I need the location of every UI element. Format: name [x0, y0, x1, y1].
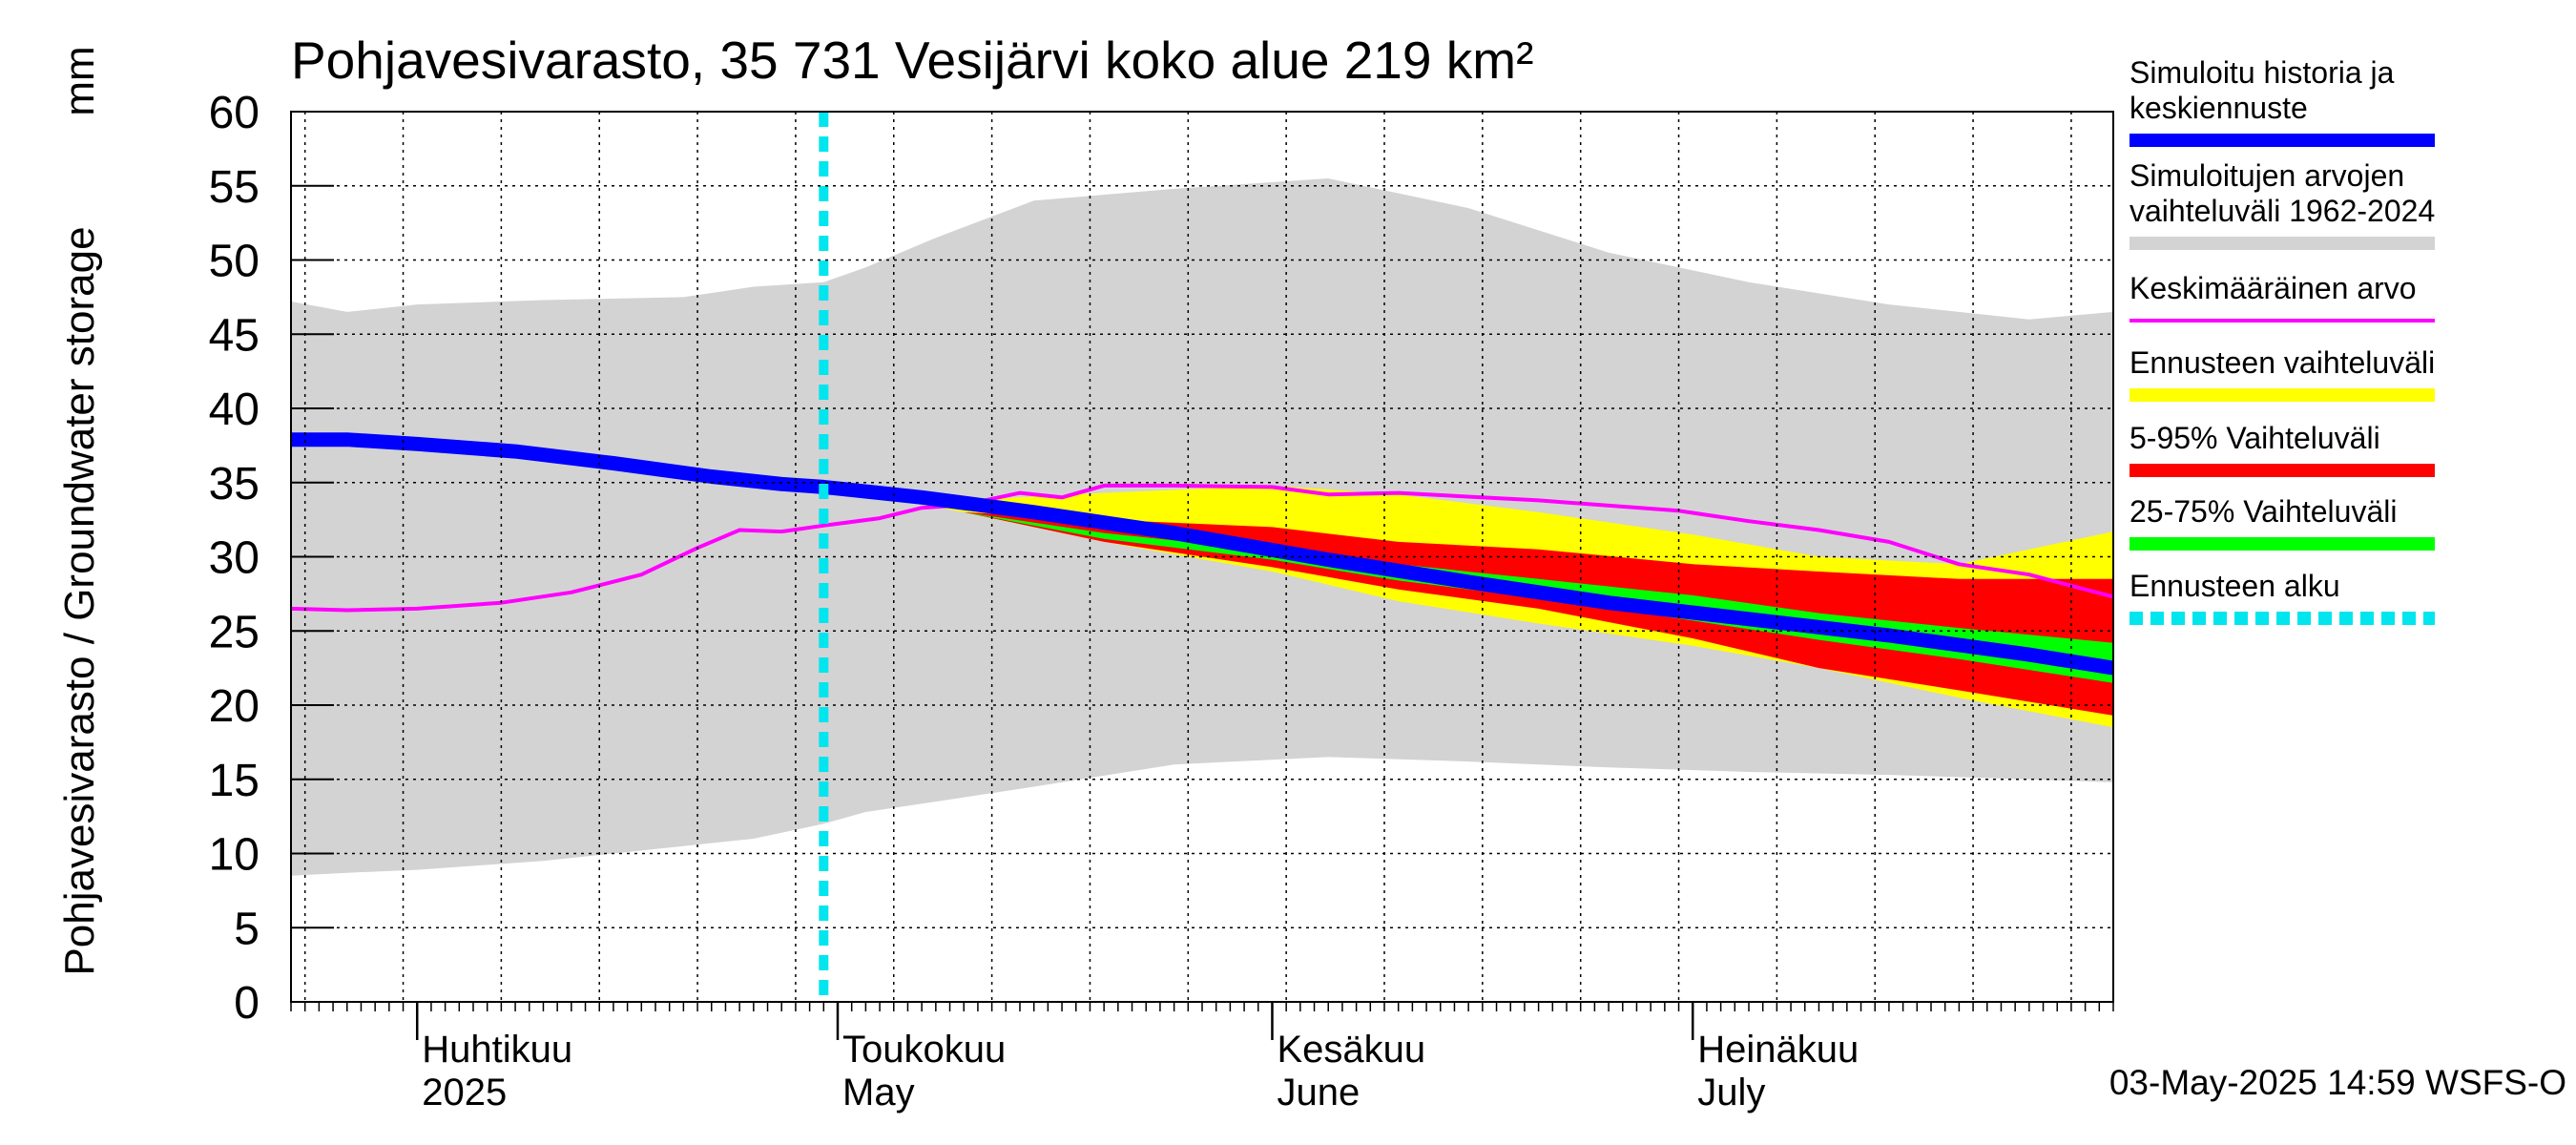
axes: 051015202530354045505560Huhtikuu2025Touk…	[209, 88, 2114, 1114]
line-simuloitu-historia-ja-keskiennuste	[291, 432, 2113, 676]
legend-label-line: 25-75% Vaihteluväli	[2129, 494, 2397, 529]
legend-label-line: Keskimääräinen arvo	[2129, 271, 2417, 305]
y-tick-label: 5	[234, 904, 260, 954]
legend-entry-simuloitu-historia-ja-keskiennuste: Simuloitu historia ja keskiennuste	[2129, 55, 2435, 147]
timestamp: 03-May-2025 14:59 WSFS-O	[2109, 1063, 2566, 1102]
legend-label-line: vaihteluväli 1962-2024	[2129, 194, 2435, 228]
chart-title: Pohjavesivarasto, 35 731 Vesijärvi koko …	[291, 31, 1533, 90]
legend: Simuloitu historia ja keskiennusteSimuloi…	[2129, 55, 2435, 625]
legend-label: Ennusteen vaihteluväli	[2129, 345, 2435, 380]
legend-label-line: Simuloitu historia ja	[2129, 55, 2395, 90]
x-month-sublabel: May	[842, 1072, 915, 1114]
data-layer	[291, 112, 2113, 1002]
y-tick-label: 60	[209, 88, 260, 138]
plot-area	[291, 112, 2113, 1002]
y-tick-label: 20	[209, 681, 260, 732]
legend-label: 25-75% Vaihteluväli	[2129, 494, 2397, 529]
x-month-label: Kesäkuu	[1277, 1029, 1425, 1071]
y-tick-label: 0	[234, 978, 260, 1029]
legend-entry-ennusteen-alku: Ennusteen alku	[2129, 569, 2435, 625]
legend-label-line: Simuloitujen arvojen	[2129, 158, 2404, 193]
legend-label-line: 5-95% Vaihteluväli	[2129, 421, 2380, 455]
legend-entry-simuloitujen-arvojen-vaihteluvali-1962-2024: Simuloitujen arvojen vaihteluväli 1962-20…	[2129, 158, 2435, 250]
y-tick-label: 35	[209, 459, 260, 510]
y-tick-label: 55	[209, 162, 260, 213]
legend-label-line: Ennusteen vaihteluväli	[2129, 345, 2435, 380]
legend-label: Simuloitujen arvojen vaihteluväli 1962-20…	[2129, 158, 2435, 228]
y-tick-label: 25	[209, 607, 260, 657]
legend-label: Keskimääräinen arvo	[2129, 271, 2417, 305]
y-axis-label: Pohjavesivarasto / Groundwater storage	[56, 226, 103, 975]
x-month-sublabel: June	[1277, 1072, 1360, 1114]
y-tick-label: 15	[209, 756, 260, 806]
x-month-sublabel: 2025	[422, 1072, 507, 1114]
y-tick-label: 40	[209, 385, 260, 435]
legend-entry-25-75-vaihteluvali: 25-75% Vaihteluväli	[2129, 494, 2435, 551]
y-tick-label: 50	[209, 237, 260, 287]
legend-label: 5-95% Vaihteluväli	[2129, 421, 2380, 455]
y-tick-label: 10	[209, 830, 260, 881]
y-tick-label: 45	[209, 310, 260, 361]
y-tick-label: 30	[209, 533, 260, 584]
x-month-sublabel: July	[1697, 1072, 1765, 1114]
x-month-label: Toukokuu	[842, 1029, 1006, 1071]
band-5-95-vaihteluvali	[823, 487, 2113, 716]
legend-label-line: Ennusteen alku	[2129, 569, 2340, 603]
line-keskimaarainen-arvo	[291, 483, 2113, 613]
legend-label: Simuloitu historia ja keskiennuste	[2129, 55, 2395, 125]
x-month-label: Heinäkuu	[1697, 1029, 1859, 1071]
y-axis-unit: mm	[56, 46, 103, 115]
legend-entry-5-95-vaihteluvali: 5-95% Vaihteluväli	[2129, 421, 2435, 477]
y-axis-label-group: Pohjavesivarasto / Groundwater storage m…	[56, 46, 103, 975]
legend-entry-keskimaarainen-arvo: Keskimääräinen arvo	[2129, 271, 2435, 323]
legend-label: Ennusteen alku	[2129, 569, 2340, 603]
x-month-label: Huhtikuu	[422, 1029, 572, 1071]
legend-entry-ennusteen-vaihteluvali: Ennusteen vaihteluväli	[2129, 345, 2435, 402]
legend-label-line: keskiennuste	[2129, 91, 2308, 125]
